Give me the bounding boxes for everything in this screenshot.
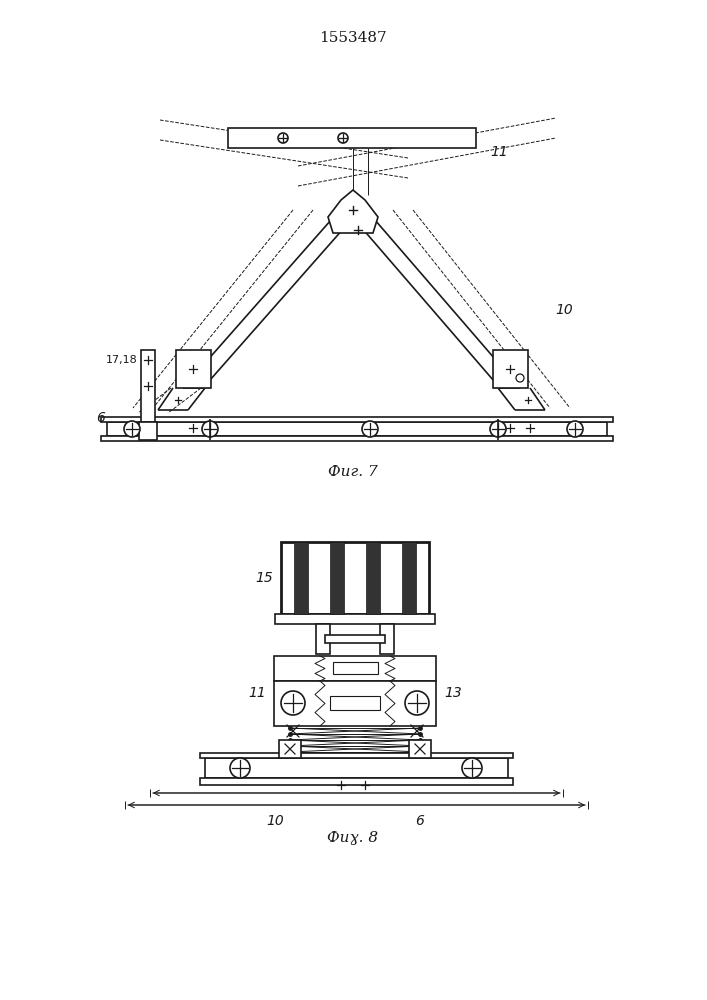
- Circle shape: [202, 421, 218, 437]
- Bar: [281, 542, 429, 614]
- Bar: [228, 128, 476, 148]
- Bar: [139, 422, 157, 440]
- Circle shape: [281, 691, 305, 715]
- Bar: [274, 681, 436, 726]
- Bar: [279, 740, 301, 758]
- Bar: [380, 624, 394, 654]
- Circle shape: [490, 421, 506, 437]
- Bar: [330, 696, 380, 710]
- Circle shape: [462, 758, 482, 778]
- Bar: [294, 542, 308, 614]
- Bar: [101, 436, 613, 441]
- Bar: [330, 542, 344, 614]
- Bar: [316, 624, 330, 654]
- Text: 6: 6: [96, 411, 105, 425]
- Bar: [409, 740, 431, 758]
- Polygon shape: [328, 190, 378, 233]
- Bar: [107, 422, 607, 436]
- Circle shape: [338, 133, 348, 143]
- Bar: [333, 662, 378, 674]
- Bar: [200, 778, 513, 785]
- Circle shape: [278, 133, 288, 143]
- Bar: [366, 542, 380, 614]
- Circle shape: [516, 374, 524, 382]
- Text: Фиг. 7: Фиг. 7: [328, 465, 378, 479]
- Text: 13: 13: [444, 686, 462, 700]
- Bar: [141, 350, 155, 422]
- Bar: [402, 542, 416, 614]
- Bar: [205, 758, 508, 778]
- Text: 6: 6: [416, 814, 424, 828]
- Text: 11: 11: [490, 145, 508, 159]
- Circle shape: [230, 758, 250, 778]
- Text: 11: 11: [248, 686, 266, 700]
- Bar: [493, 350, 528, 388]
- Text: 17,18: 17,18: [106, 355, 138, 365]
- Circle shape: [567, 421, 583, 437]
- Text: 1553487: 1553487: [319, 31, 387, 45]
- Circle shape: [124, 421, 140, 437]
- Circle shape: [405, 691, 429, 715]
- Bar: [176, 350, 211, 388]
- Text: 15: 15: [255, 571, 273, 585]
- Bar: [274, 656, 436, 681]
- Text: Фиɣ. 8: Фиɣ. 8: [327, 831, 378, 845]
- Bar: [101, 417, 613, 422]
- Circle shape: [362, 421, 378, 437]
- Text: 10: 10: [555, 303, 573, 317]
- Text: 10: 10: [266, 814, 284, 828]
- Bar: [325, 635, 385, 643]
- Bar: [275, 614, 435, 624]
- Bar: [200, 753, 513, 758]
